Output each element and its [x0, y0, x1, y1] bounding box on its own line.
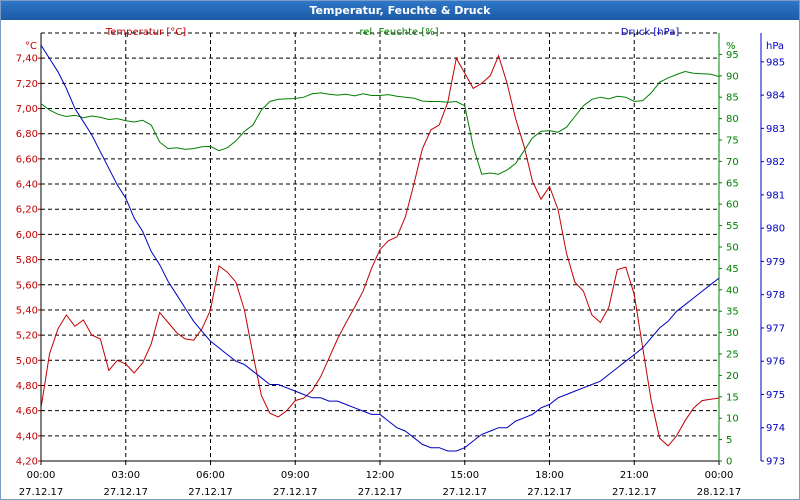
x-tick-date-label: 27.12.17: [188, 487, 233, 498]
temperature-tick-label: 4,80: [16, 381, 38, 392]
humidity-tick-label: 60: [726, 200, 739, 211]
x-tick-time-label: 06:00: [196, 470, 225, 481]
legend-humidity: rel. Feuchte [%]: [359, 27, 438, 38]
x-tick-date-label: 27.12.17: [273, 487, 318, 498]
pressure-tick-label: 984: [766, 91, 785, 102]
plot-frame: [38, 32, 764, 465]
humidity-tick-label: 80: [726, 114, 739, 125]
temperature-tick-label: 5,80: [16, 255, 38, 266]
x-tick-time-label: 00:00: [27, 470, 56, 481]
x-tick-time-label: 21:00: [620, 470, 649, 481]
x-tick-date-label: 27.12.17: [527, 487, 572, 498]
x-tick-date-label: 27.12.17: [103, 487, 148, 498]
x-tick-time-label: 15:00: [450, 470, 479, 481]
pressure-tick-label: 977: [766, 323, 785, 334]
labels-layer: 00:00 27.12.17 03:00 27.12.17 06:00 27.12.17 0…: [16, 27, 785, 498]
temperature-tick-label: 5,40: [16, 305, 38, 316]
pressure-unit-label: hPa: [766, 41, 784, 52]
humidity-tick-label: 45: [726, 264, 739, 275]
x-tick-time-label: 18:00: [535, 470, 564, 481]
humidity-tick-label: 65: [726, 178, 739, 189]
x-tick-date-label: 27.12.17: [19, 487, 64, 498]
humidity-tick-label: 40: [726, 285, 739, 296]
x-tick-date-label: 27.12.17: [358, 487, 403, 498]
window-title: Temperatur, Feuchte & Druck: [1, 1, 799, 20]
pressure-tick-label: 974: [766, 423, 785, 434]
x-tick-date-label: 28.12.17: [697, 487, 742, 498]
pressure-tick-label: 981: [766, 190, 785, 201]
humidity-tick-label: 75: [726, 136, 739, 147]
pressure-tick-label: 980: [766, 224, 785, 235]
pressure-line: [41, 44, 719, 452]
temperature-tick-label: 5,20: [16, 331, 38, 342]
humidity-tick-label: 50: [726, 243, 739, 254]
grid-layer: [41, 33, 719, 462]
humidity-line: [41, 70, 719, 175]
series-layer: [41, 44, 719, 452]
pressure-tick-label: 983: [766, 124, 785, 135]
humidity-tick-label: 85: [726, 93, 739, 104]
humidity-tick-label: 20: [726, 371, 739, 382]
x-tick-time-label: 00:00: [705, 470, 734, 481]
legend-pressure: Druck [hPa]: [621, 27, 680, 38]
humidity-tick-label: 35: [726, 307, 739, 318]
temperature-tick-label: 4,40: [16, 431, 38, 442]
pressure-tick-label: 978: [766, 290, 785, 301]
humidity-tick-label: 55: [726, 221, 739, 232]
pressure-tick-label: 975: [766, 390, 785, 401]
temperature-tick-label: 7,40: [16, 54, 38, 65]
temperature-tick-label: 6,20: [16, 205, 38, 216]
temperature-tick-label: 7,20: [16, 79, 38, 90]
x-tick-date-label: 27.12.17: [612, 487, 657, 498]
x-tick-time-label: 09:00: [281, 470, 310, 481]
humidity-tick-label: 95: [726, 50, 739, 61]
humidity-tick-label: 15: [726, 392, 739, 403]
pressure-tick-label: 985: [766, 57, 785, 68]
temperature-tick-label: 6,80: [16, 129, 38, 140]
pressure-tick-label: 982: [766, 157, 785, 168]
temperature-tick-label: 4,60: [16, 406, 38, 417]
humidity-tick-label: 30: [726, 328, 739, 339]
temperature-tick-label: 6,60: [16, 154, 38, 165]
pressure-tick-label: 976: [766, 357, 785, 368]
temperature-tick-label: 6,00: [16, 230, 38, 241]
temperature-tick-label: 4,20: [16, 457, 38, 468]
humidity-unit-label: %: [726, 41, 736, 52]
humidity-tick-label: 90: [726, 71, 739, 82]
humidity-tick-label: 0: [726, 457, 732, 468]
humidity-tick-label: 70: [726, 157, 739, 168]
temperature-tick-label: 5,60: [16, 280, 38, 291]
x-tick-time-label: 03:00: [111, 470, 140, 481]
temperature-tick-label: 7,00: [16, 104, 38, 115]
temperature-tick-label: 6,40: [16, 180, 38, 191]
temperature-tick-label: 5,00: [16, 356, 38, 367]
humidity-tick-label: 25: [726, 350, 739, 361]
temperature-unit-label: °C: [25, 41, 37, 52]
temperature-line: [41, 54, 719, 447]
legend-temperature: Temperatur [°C]: [105, 27, 186, 38]
pressure-tick-label: 973: [766, 457, 785, 468]
x-tick-time-label: 12:00: [366, 470, 395, 481]
humidity-tick-label: 10: [726, 414, 739, 425]
humidity-tick-label: 5: [726, 435, 732, 446]
x-tick-date-label: 27.12.17: [442, 487, 487, 498]
pressure-tick-label: 979: [766, 257, 785, 268]
